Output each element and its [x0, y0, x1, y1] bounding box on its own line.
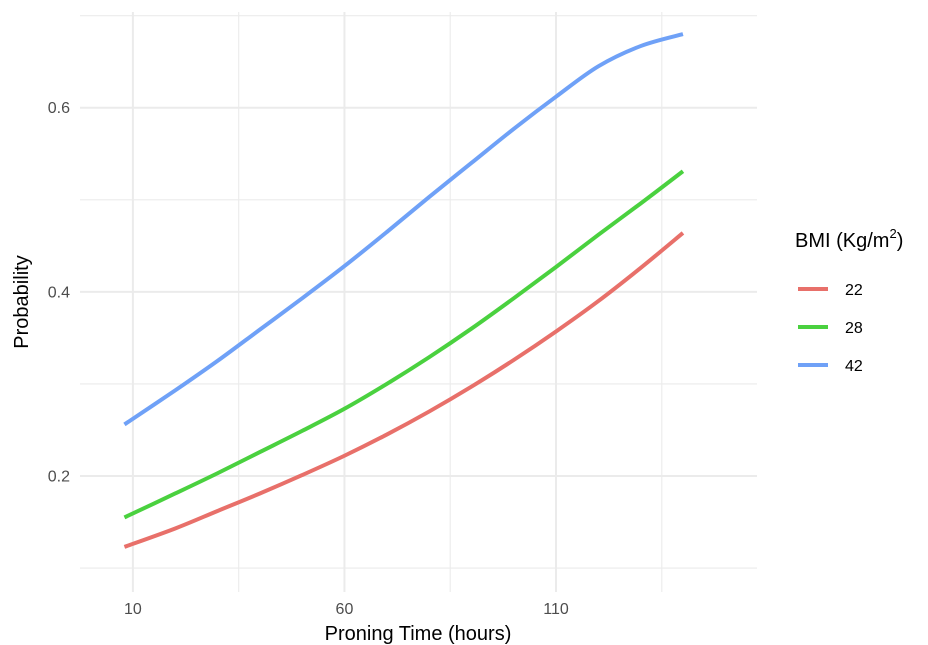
- x-tick-label: 10: [124, 601, 142, 618]
- y-tick-label: 0.4: [48, 284, 70, 301]
- legend-title: BMI (Kg/m2): [795, 226, 903, 252]
- series-line-bmi-28: [123, 169, 685, 520]
- legend: BMI (Kg/m2) 22 28 42: [795, 226, 903, 375]
- legend-title-prefix: BMI (Kg/m: [795, 230, 889, 252]
- series-line-bmi-22: [123, 231, 685, 549]
- x-tick-label: 110: [543, 601, 569, 618]
- x-axis-ticks: 10 60 110: [124, 601, 569, 618]
- grid: [80, 12, 757, 592]
- legend-label-28: 28: [845, 320, 863, 337]
- y-axis-title: Probability: [11, 255, 33, 348]
- y-tick-label: 0.2: [48, 469, 70, 486]
- legend-items: 22 28 42: [798, 282, 863, 375]
- y-axis-ticks: 0.2 0.4 0.6: [48, 100, 70, 485]
- x-axis-title: Proning Time (hours): [325, 623, 512, 645]
- series-line-bmi-42: [123, 32, 684, 427]
- legend-label-42: 42: [845, 358, 863, 375]
- series-lines: [123, 32, 685, 549]
- x-tick-label: 60: [336, 601, 354, 618]
- legend-label-22: 22: [845, 282, 863, 299]
- legend-title-superscript: 2: [889, 226, 896, 241]
- y-tick-label: 0.6: [48, 100, 70, 117]
- legend-title-suffix: ): [897, 230, 904, 252]
